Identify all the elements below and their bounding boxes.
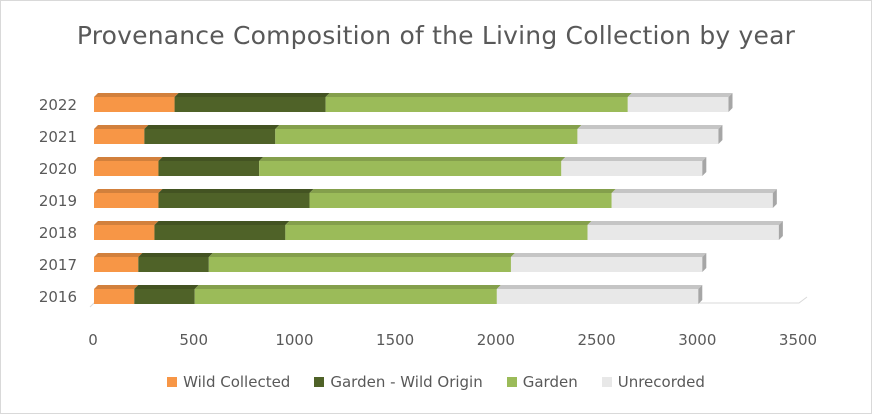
bar-segment xyxy=(510,257,703,272)
bar-segment xyxy=(134,289,195,304)
bar-segment-top xyxy=(627,93,733,97)
bar-segment-top xyxy=(94,93,179,97)
bar-segment xyxy=(561,161,703,176)
bar-segment-top xyxy=(94,125,149,129)
x-tick-label: 2500 xyxy=(577,331,615,349)
bar-side-face xyxy=(698,285,703,304)
legend-item: Wild Collected xyxy=(167,373,290,391)
bar-segment xyxy=(94,257,139,272)
bar-segment-top xyxy=(259,157,566,161)
bar-segment-top xyxy=(577,125,723,129)
x-tick-label: 3000 xyxy=(678,331,716,349)
bar-segment xyxy=(627,97,729,112)
x-tick-label: 3500 xyxy=(779,331,817,349)
x-tick-label: 0 xyxy=(88,331,98,349)
bar-segment xyxy=(194,289,497,304)
bar-segment-top xyxy=(158,157,264,161)
bar-segment xyxy=(611,193,773,208)
bar-segment-top xyxy=(309,189,616,193)
bar-segment-top xyxy=(94,221,159,225)
y-tick-label: 2017 xyxy=(39,256,77,274)
bar-segment xyxy=(94,289,135,304)
x-tick-label: 1500 xyxy=(376,331,414,349)
bar-segment-top xyxy=(94,157,163,161)
bar-segment-top xyxy=(561,157,707,161)
bar-segment-top xyxy=(510,253,707,257)
bar-side-face xyxy=(778,221,783,240)
bar-side-face xyxy=(702,253,707,272)
legend-swatch xyxy=(167,377,178,387)
legend-item: Garden xyxy=(506,373,578,391)
bar-segment-top xyxy=(275,125,582,129)
legend-label: Wild Collected xyxy=(183,373,291,391)
bar-segment xyxy=(94,97,175,112)
x-tick-label: 1000 xyxy=(275,331,313,349)
bar-segment xyxy=(496,289,699,304)
bar-segment xyxy=(94,161,159,176)
bar-segment xyxy=(94,225,155,240)
bar-segment xyxy=(94,129,145,144)
x-tick-label: 500 xyxy=(179,331,208,349)
legend-item: Garden - Wild Origin xyxy=(314,373,483,391)
bar-segment-top xyxy=(325,93,632,97)
bar-segment xyxy=(577,129,719,144)
y-tick-label: 2016 xyxy=(39,288,77,306)
bar-segment-top xyxy=(158,189,314,193)
legend-swatch xyxy=(601,377,612,387)
bar-segment xyxy=(309,193,612,208)
bar-segment-top xyxy=(285,221,592,225)
legend-label: Garden - Wild Origin xyxy=(330,373,483,391)
bar-segment-top xyxy=(138,253,213,257)
bar-side-face xyxy=(718,125,723,144)
bar-segment-top xyxy=(144,125,280,129)
bar-segment xyxy=(285,225,588,240)
bar-segment xyxy=(154,225,286,240)
bar-segment-top xyxy=(208,253,515,257)
y-tick-label: 2022 xyxy=(39,96,77,114)
bar-segment-top xyxy=(94,285,139,289)
bar-segment xyxy=(158,161,260,176)
bar-segment-top xyxy=(134,285,199,289)
bar-segment xyxy=(275,129,578,144)
bar-segment xyxy=(325,97,628,112)
y-tick-label: 2018 xyxy=(39,224,77,242)
bar-side-face xyxy=(772,189,777,208)
bar-side-face xyxy=(728,93,733,112)
bar-segment xyxy=(144,129,276,144)
bar-segment xyxy=(208,257,511,272)
legend-item: Unrecorded xyxy=(601,373,705,391)
bar-segment xyxy=(94,193,159,208)
bar-segment xyxy=(158,193,310,208)
bar-segment-top xyxy=(587,221,783,225)
bar-segment-top xyxy=(611,189,777,193)
bar-segment-top xyxy=(174,93,330,97)
chart-legend: Wild Collected Garden - Wild Origin Garden… xyxy=(1,373,871,391)
y-tick-label: 2021 xyxy=(39,128,77,146)
legend-label: Garden xyxy=(522,373,578,391)
chart-title: Provenance Composition of the Living Col… xyxy=(76,21,796,50)
legend-label: Unrecorded xyxy=(617,373,705,391)
bar-segment-top xyxy=(154,221,290,225)
bar-segment-top xyxy=(94,253,143,257)
y-tick-label: 2020 xyxy=(39,160,77,178)
legend-swatch xyxy=(314,377,325,387)
bar-segment-top xyxy=(94,189,163,193)
legend-swatch xyxy=(506,377,517,387)
bar-side-face xyxy=(702,157,707,176)
bar-segment xyxy=(259,161,562,176)
y-tick-label: 2019 xyxy=(39,192,77,210)
bar-segment-top xyxy=(496,285,703,289)
bar-segment xyxy=(174,97,326,112)
bar-segment xyxy=(587,225,779,240)
bar-segment xyxy=(138,257,209,272)
x-tick-label: 2000 xyxy=(477,331,515,349)
bar-segment-top xyxy=(194,285,501,289)
